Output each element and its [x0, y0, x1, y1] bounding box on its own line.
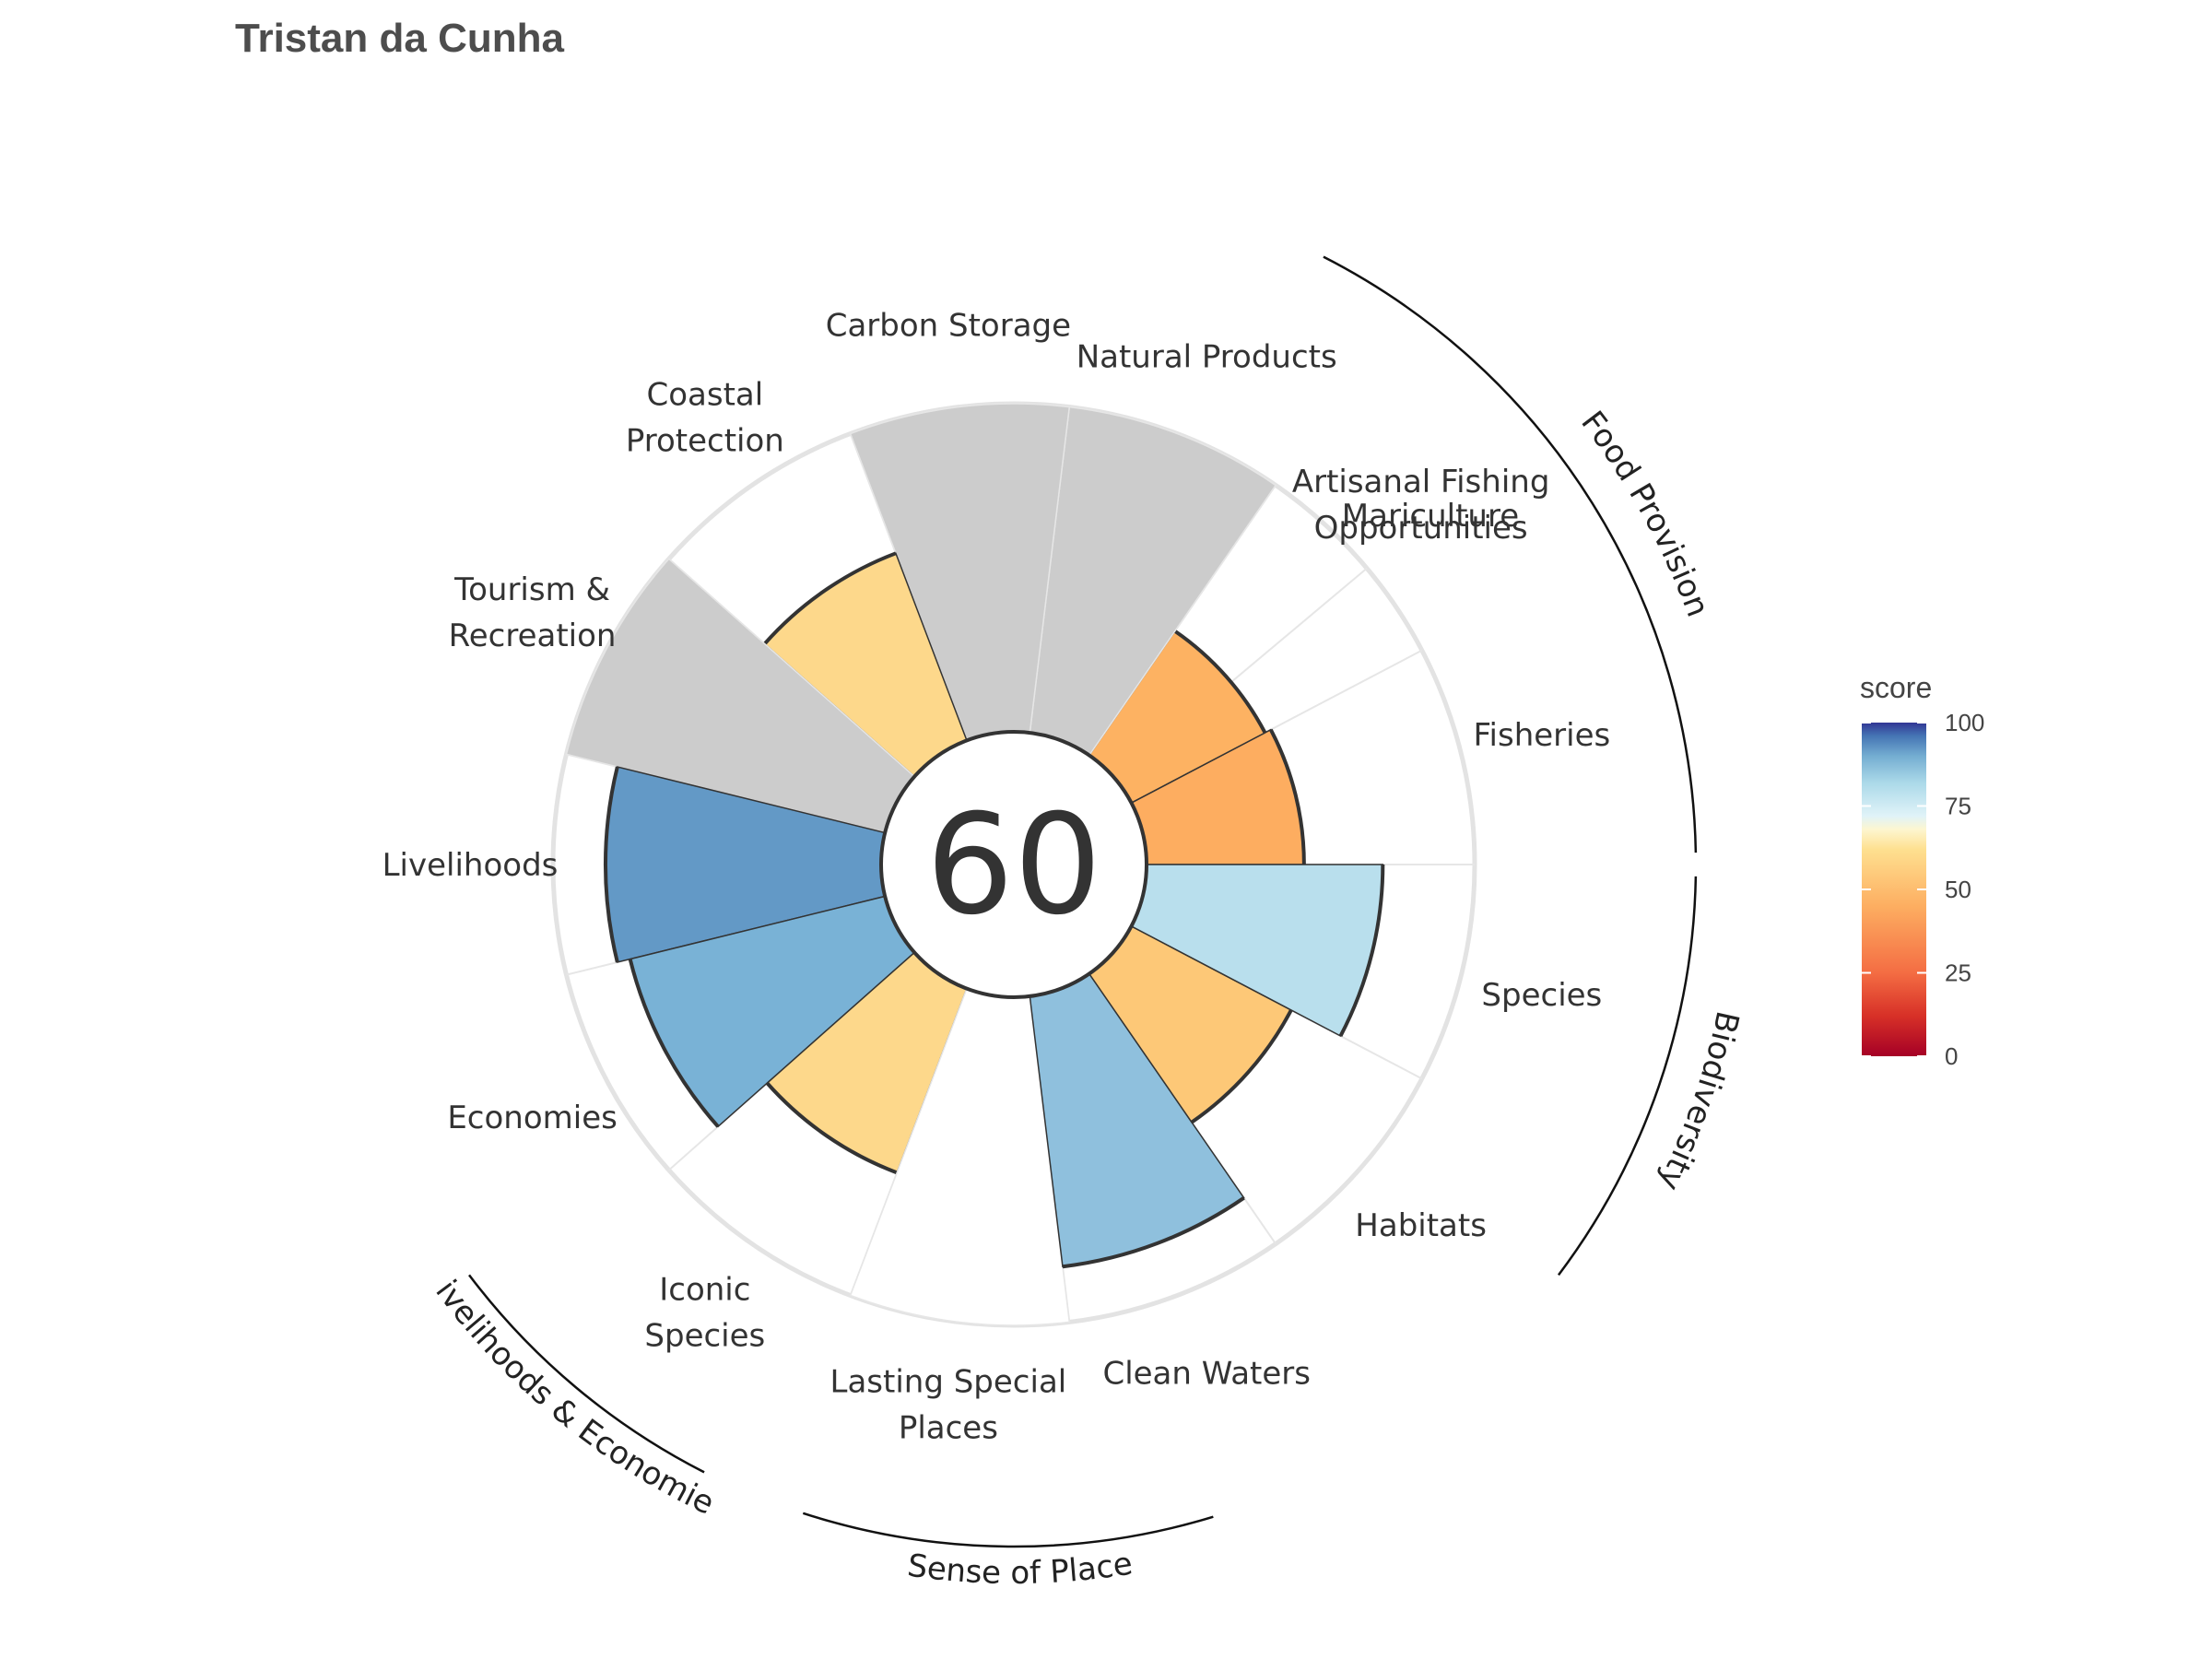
petal-edge-habitats [1190, 1008, 1293, 1124]
overall-score: 60 [926, 785, 1102, 946]
label-carbon-storage: Carbon Storage [826, 307, 1071, 344]
legend-tick-label: 100 [1945, 709, 1984, 736]
group-label-biodiversity: Biodiversity [1651, 1007, 1746, 1195]
petal-edge-fisheries [1269, 728, 1306, 865]
group-arc-food-provision [1323, 255, 1698, 853]
label-natural-products: Natural Products [1077, 338, 1337, 375]
label-iconic-species: Iconic Species [644, 1272, 765, 1355]
group-label-sense-of-place: Sense of Place [905, 1546, 1135, 1593]
label-livelihoods: Livelihoods [382, 847, 559, 884]
legend-tick-label: 75 [1945, 793, 1971, 820]
petal-edge-clean-waters [1062, 1196, 1245, 1269]
label-species: Species [1481, 977, 1602, 1014]
center-layer: 60 [879, 730, 1148, 999]
label-tourism-and-recreation: Tourism & Recreation [449, 571, 617, 654]
legend-tick-label: 50 [1945, 876, 1971, 903]
legend-title: score [1860, 671, 1932, 704]
legend-tick-label: 25 [1945, 959, 1971, 987]
petal-edge-artisanal-fishing-opportunities [1173, 629, 1267, 734]
petal-edge-species [1338, 864, 1385, 1037]
legend-tick-label: 0 [1945, 1042, 1958, 1070]
group-arc-livelihoods-and-economies [468, 1274, 705, 1474]
center-circle [879, 730, 1148, 999]
label-clean-waters: Clean Waters [1102, 1356, 1311, 1393]
chart-title: Tristan da Cunha [235, 16, 564, 61]
label-mariculture: Mariculture [1342, 498, 1519, 535]
petal-edge-economies [628, 959, 720, 1128]
group-arc-sense-of-place [802, 1512, 1214, 1548]
petal-edge-coastal-protection [763, 551, 897, 645]
label-lasting-special-places: Lasting Special Places [830, 1364, 1067, 1447]
label-artisanal-fishing-opportunities: Artisanal Fishing Opportunities [1292, 464, 1550, 547]
group-arc-biodiversity [1557, 876, 1698, 1277]
legend: score 100 75 50 25 0 [1860, 671, 1984, 1070]
label-layer: Fisheries Artisanal Fishing Opportunities N… [382, 307, 1611, 1446]
label-habitats: Habitats [1355, 1207, 1487, 1244]
legend-colorbar [1862, 723, 1926, 1056]
group-label-food-provision: Food Provision [1573, 405, 1716, 622]
label-economies: Economies [447, 1100, 618, 1136]
petal-layer [565, 403, 1385, 1326]
label-coastal-protection: Coastal Protection [626, 376, 784, 459]
label-fisheries: Fisheries [1473, 717, 1610, 754]
petal-edge-iconic-species [765, 1081, 898, 1175]
petal-edge-livelihoods [604, 766, 619, 963]
